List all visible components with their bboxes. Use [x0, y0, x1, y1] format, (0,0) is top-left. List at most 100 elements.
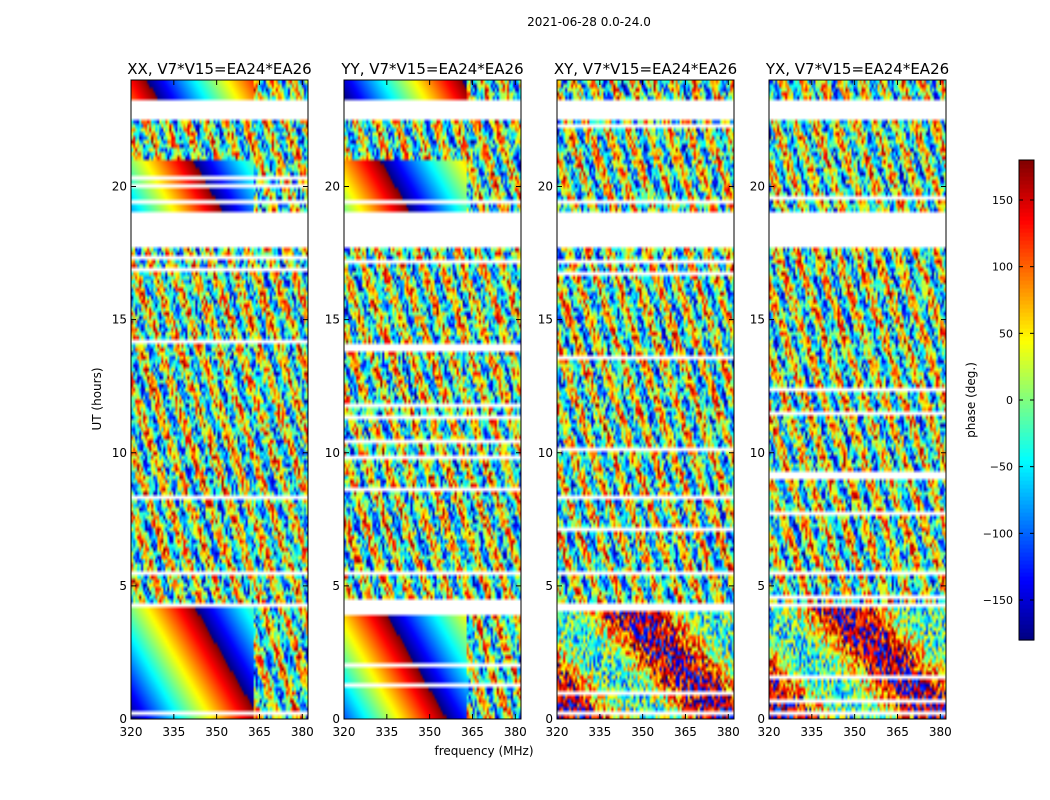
y-tick-label: 5: [545, 579, 553, 593]
x-axis-label: frequency (MHz): [434, 744, 533, 758]
colorbar-segment: [1019, 384, 1034, 389]
colorbar-segment: [1019, 256, 1034, 261]
colorbar-segment: [1019, 580, 1034, 585]
y-tick-label: 10: [538, 446, 553, 460]
colorbar: −150 −100 −50 0 50 100 150: [983, 159, 1035, 641]
colorbar-segment: [1019, 608, 1034, 613]
colorbar-tick-label: −50: [990, 461, 1013, 474]
y-tick-label: 10: [325, 446, 340, 460]
colorbar-label: phase (deg.): [964, 362, 978, 438]
heatmap-raster: [557, 80, 734, 719]
colorbar-segment: [1019, 516, 1034, 521]
colorbar-segment: [1019, 456, 1034, 461]
colorbar-segment: [1019, 612, 1034, 617]
x-tick-label: 365: [674, 725, 697, 739]
panel-frame: [768, 79, 947, 720]
y-tick-label: 15: [538, 313, 553, 327]
colorbar-segment: [1019, 228, 1034, 233]
colorbar-segment: [1019, 552, 1034, 557]
y-tick-label: 0: [332, 712, 340, 726]
y-tick-label: 0: [545, 712, 553, 726]
colorbar-segment: [1019, 544, 1034, 549]
y-tick-label: 0: [757, 712, 765, 726]
x-tick-label: 380: [504, 725, 527, 739]
x-tick-label: 350: [418, 725, 441, 739]
colorbar-segment: [1019, 420, 1034, 425]
colorbar-segment: [1019, 428, 1034, 433]
y-tick-label: 15: [325, 313, 340, 327]
colorbar-segment: [1019, 340, 1034, 345]
colorbar-segment: [1019, 200, 1034, 205]
colorbar-segment: [1019, 376, 1034, 381]
colorbar-segment: [1019, 276, 1034, 281]
x-tick-label: 320: [333, 725, 356, 739]
y-tick-label: 20: [325, 180, 340, 194]
colorbar-segment: [1019, 588, 1034, 593]
colorbar-segment: [1019, 408, 1034, 413]
colorbar-segment: [1019, 548, 1034, 553]
colorbar-tick-label: −100: [983, 527, 1013, 540]
figure-suptitle: 2021-06-28 0.0-24.0: [527, 15, 651, 29]
colorbar-segment: [1019, 556, 1034, 561]
colorbar-segment: [1019, 492, 1034, 497]
colorbar-segment: [1019, 576, 1034, 581]
y-tick-label: 5: [332, 579, 340, 593]
colorbar-segment: [1019, 184, 1034, 189]
colorbar-segment: [1019, 272, 1034, 277]
x-tick-label: 335: [375, 725, 398, 739]
y-tick-label: 5: [757, 579, 765, 593]
colorbar-segment: [1019, 328, 1034, 333]
colorbar-segment: [1019, 536, 1034, 541]
colorbar-segment: [1019, 568, 1034, 573]
colorbar-segment: [1019, 268, 1034, 273]
colorbar-segment: [1019, 464, 1034, 469]
panel-1: YY, V7*V15=EA24*EA26 320 335 350 365 380 0 5 10 1…: [325, 60, 527, 739]
colorbar-tick-label: 150: [992, 194, 1013, 207]
colorbar-segment: [1019, 260, 1034, 265]
y-tick-label: 20: [538, 180, 553, 194]
colorbar-segment: [1019, 316, 1034, 321]
colorbar-segment: [1019, 368, 1034, 373]
colorbar-segment: [1019, 244, 1034, 249]
colorbar-segment: [1019, 452, 1034, 457]
colorbar-segment: [1019, 348, 1034, 353]
colorbar-segment: [1019, 196, 1034, 201]
colorbar-segment: [1019, 204, 1034, 209]
colorbar-segment: [1019, 604, 1034, 609]
colorbar-segment: [1019, 380, 1034, 385]
colorbar-segment: [1019, 520, 1034, 525]
panel-2: XY, V7*V15=EA24*EA26 320 335 350 365 380 0 5 10 1…: [538, 60, 740, 739]
colorbar-segment: [1019, 392, 1034, 397]
colorbar-segment: [1019, 620, 1034, 625]
colorbar-segment: [1019, 232, 1034, 237]
colorbar-segment: [1019, 308, 1034, 313]
colorbar-segment: [1019, 624, 1034, 629]
colorbar-segment: [1019, 480, 1034, 485]
colorbar-segment: [1019, 592, 1034, 597]
colorbar-segment: [1019, 472, 1034, 477]
colorbar-segment: [1019, 188, 1034, 193]
x-tick-label: 335: [800, 725, 823, 739]
colorbar-segment: [1019, 288, 1034, 293]
colorbar-segment: [1019, 528, 1034, 533]
colorbar-segment: [1019, 504, 1034, 509]
colorbar-tick-label: 50: [999, 327, 1013, 340]
x-tick-label: 365: [461, 725, 484, 739]
y-tick-label: 15: [750, 313, 765, 327]
colorbar-segment: [1019, 632, 1034, 637]
colorbar-segment: [1019, 360, 1034, 365]
colorbar-segment: [1019, 564, 1034, 569]
colorbar-segment: [1019, 168, 1034, 173]
colorbar-segment: [1019, 460, 1034, 465]
colorbar-segment: [1019, 312, 1034, 317]
colorbar-segment: [1019, 224, 1034, 229]
panel-title: YY, V7*V15=EA24*EA26: [340, 60, 523, 78]
colorbar-segment: [1019, 336, 1034, 341]
colorbar-segment: [1019, 496, 1034, 501]
x-tick-label: 380: [291, 725, 314, 739]
colorbar-segment: [1019, 248, 1034, 253]
y-tick-label: 10: [112, 446, 127, 460]
colorbar-segment: [1019, 280, 1034, 285]
panel-title: XY, V7*V15=EA24*EA26: [554, 60, 737, 78]
